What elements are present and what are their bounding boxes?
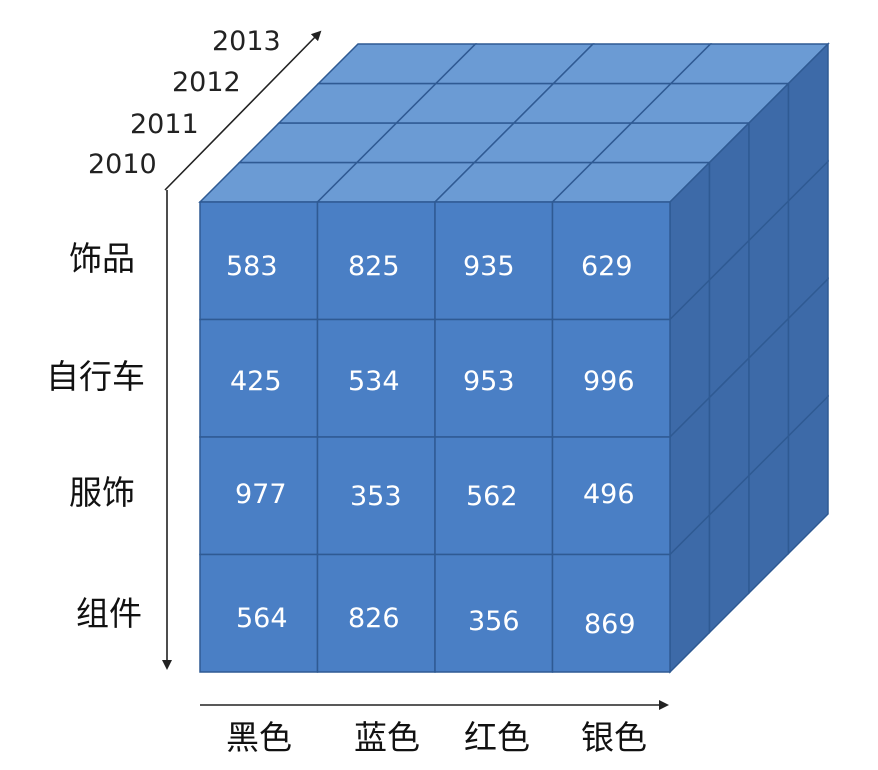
cell-value: 353: [350, 481, 402, 512]
row-label-accessories: 饰品: [69, 239, 135, 278]
year-axis: [164, 30, 322, 191]
cell-value: 869: [584, 609, 636, 640]
cell-value: 562: [466, 481, 518, 512]
side-cell: [787, 394, 829, 556]
cell-value: 534: [348, 366, 400, 397]
column-label-silver: 银色: [581, 718, 647, 757]
cell-value: 977: [235, 479, 287, 510]
cell-value: 825: [348, 251, 400, 282]
year-label-2013: 2013: [212, 26, 281, 57]
row-label-components: 组件: [76, 594, 142, 633]
cell-value: 953: [463, 366, 515, 397]
column-label-red: 红色: [464, 718, 530, 757]
cell-value: 564: [236, 603, 288, 634]
cell-value: 935: [463, 251, 515, 282]
cell-value: 996: [583, 366, 635, 397]
year-label-2012: 2012: [172, 67, 241, 98]
cell-value: 425: [230, 366, 282, 397]
column-label-black: 黑色: [226, 718, 292, 757]
cell-value: 496: [583, 479, 635, 510]
cell-value: 629: [581, 251, 633, 282]
cell-value: 583: [226, 251, 278, 282]
row-label-bikes: 自行车: [46, 357, 145, 396]
front-cell: [551, 553, 671, 673]
column-label-blue: 蓝色: [354, 718, 420, 757]
year-label-2011: 2011: [130, 109, 199, 140]
cube-front-face: [199, 201, 671, 673]
year-label-2010: 2010: [88, 149, 157, 180]
cube-top-face: [198, 43, 830, 203]
row-label-clothing: 服饰: [69, 473, 135, 512]
cube-side-face: [669, 42, 829, 674]
cell-value: 826: [348, 603, 400, 634]
cell-value: 356: [468, 606, 520, 637]
